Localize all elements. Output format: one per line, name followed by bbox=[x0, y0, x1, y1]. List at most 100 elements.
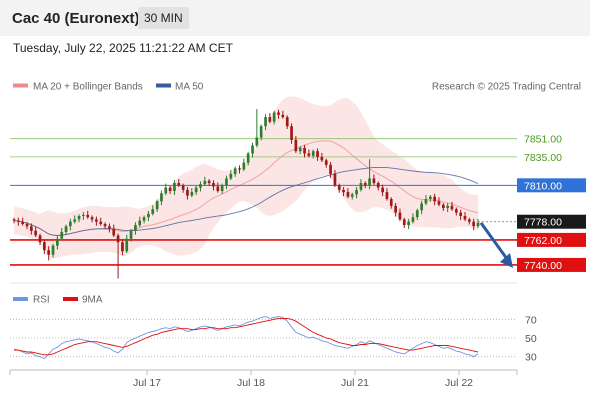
timestamp: Tuesday, July 22, 2025 11:21:22 AM CET bbox=[13, 41, 233, 55]
candle-body bbox=[181, 185, 185, 190]
level-label-7810.00: 7810.00 bbox=[524, 180, 562, 192]
x-tick-label: Jul 22 bbox=[445, 377, 473, 389]
candle-body bbox=[311, 151, 315, 156]
candle-body bbox=[372, 178, 376, 184]
candles bbox=[12, 109, 480, 279]
legend-label-9ma: 9MA bbox=[82, 295, 103, 306]
candle-body bbox=[177, 183, 181, 186]
candle-body bbox=[363, 183, 367, 186]
rsi-line bbox=[13, 316, 479, 360]
candle-body bbox=[463, 216, 467, 220]
candle-body bbox=[229, 173, 233, 179]
candle-body bbox=[34, 230, 37, 236]
level-tag-7810.00 bbox=[517, 178, 586, 193]
rsi-tick-label: 70 bbox=[525, 314, 537, 326]
candle-body bbox=[255, 137, 259, 146]
x-tick-label: Jul 21 bbox=[341, 377, 369, 389]
candle-body bbox=[468, 219, 471, 222]
credit-text: Research © 2025 Trading Central bbox=[432, 82, 581, 93]
candle-body bbox=[324, 160, 328, 165]
candle-body bbox=[472, 221, 475, 227]
candle-body bbox=[199, 184, 202, 188]
candle-body bbox=[51, 245, 55, 255]
candle-body bbox=[385, 192, 389, 199]
candle-body bbox=[56, 238, 59, 246]
candle-body bbox=[190, 192, 194, 196]
legend-label-bollinger: MA 20 + Bollinger Bands bbox=[33, 82, 143, 93]
candle-body bbox=[134, 225, 137, 231]
candle-body bbox=[285, 117, 289, 127]
candle-body bbox=[129, 230, 133, 239]
candle-body bbox=[442, 204, 445, 209]
rsi-tick-label: 50 bbox=[525, 333, 537, 345]
candle-body bbox=[446, 205, 449, 209]
candle-body bbox=[168, 187, 172, 191]
candle-body bbox=[25, 224, 29, 227]
level-label-7851.00: 7851.00 bbox=[524, 134, 562, 146]
candle-body bbox=[155, 201, 159, 210]
candle-body bbox=[411, 217, 415, 222]
candle-body bbox=[147, 213, 150, 218]
candle-body bbox=[277, 112, 280, 115]
level-tags: 7851.00 7835.00 7810.00 7778.00 7762.00 7740.… bbox=[517, 134, 586, 272]
candle-body bbox=[381, 187, 384, 193]
candle-body bbox=[429, 196, 432, 199]
candle-body bbox=[73, 219, 77, 222]
candle-body bbox=[424, 199, 428, 204]
candle-body bbox=[342, 189, 345, 193]
legend-swatch-9ma bbox=[63, 297, 78, 301]
legend-label-ma50: MA 50 bbox=[175, 82, 204, 93]
candle-body bbox=[186, 189, 189, 196]
candle-body bbox=[125, 238, 129, 252]
candle-body bbox=[64, 226, 68, 232]
candle-body bbox=[12, 219, 16, 221]
level-tag-7762.00 bbox=[517, 232, 586, 247]
candle-body bbox=[194, 187, 198, 193]
candle-body bbox=[164, 187, 168, 194]
moving-averages bbox=[13, 140, 479, 237]
candle-body bbox=[407, 221, 410, 226]
candle-body bbox=[220, 185, 224, 191]
candle-body bbox=[281, 114, 285, 118]
candle-body bbox=[450, 205, 454, 210]
candle-body bbox=[216, 186, 220, 191]
candle-body bbox=[259, 126, 263, 138]
ma50-line bbox=[13, 166, 479, 236]
candle-body bbox=[394, 205, 397, 213]
forecast-arrow-head bbox=[500, 252, 513, 268]
candle-body bbox=[251, 145, 254, 154]
instrument-title: Cac 40 (Euronext) bbox=[12, 10, 140, 27]
candle-body bbox=[21, 221, 24, 224]
candle-body bbox=[17, 220, 20, 222]
bollinger-band-fill bbox=[14, 96, 478, 259]
candle-body bbox=[225, 178, 228, 186]
timeframe-selector[interactable]: 30 MIN bbox=[138, 7, 189, 29]
candle-body bbox=[173, 183, 176, 191]
candle-body bbox=[272, 112, 276, 122]
candle-body bbox=[398, 212, 402, 220]
candle-body bbox=[207, 180, 211, 184]
legend-swatch-rsi bbox=[13, 297, 28, 301]
candle-body bbox=[47, 250, 50, 255]
candle-body bbox=[43, 242, 46, 251]
candle-body bbox=[350, 194, 354, 197]
level-tag-7778.00 bbox=[517, 214, 586, 229]
candle-body bbox=[142, 217, 146, 221]
candle-body bbox=[420, 203, 423, 211]
candle-body bbox=[433, 196, 436, 202]
candle-body bbox=[359, 183, 363, 190]
candle-body bbox=[389, 199, 393, 206]
candle-body bbox=[264, 117, 267, 127]
candle-body bbox=[99, 221, 103, 224]
rsi-panel: 70 50 30 bbox=[10, 314, 537, 364]
x-tick-label: Jul 18 bbox=[237, 377, 265, 389]
candle-body bbox=[30, 226, 33, 231]
candle-body bbox=[77, 216, 81, 220]
candle-body bbox=[246, 153, 250, 163]
candle-body bbox=[329, 164, 332, 174]
candle-body bbox=[38, 235, 42, 243]
level-label-7762.00: 7762.00 bbox=[524, 235, 562, 247]
candle-body bbox=[238, 168, 241, 170]
candle-body bbox=[116, 235, 120, 243]
